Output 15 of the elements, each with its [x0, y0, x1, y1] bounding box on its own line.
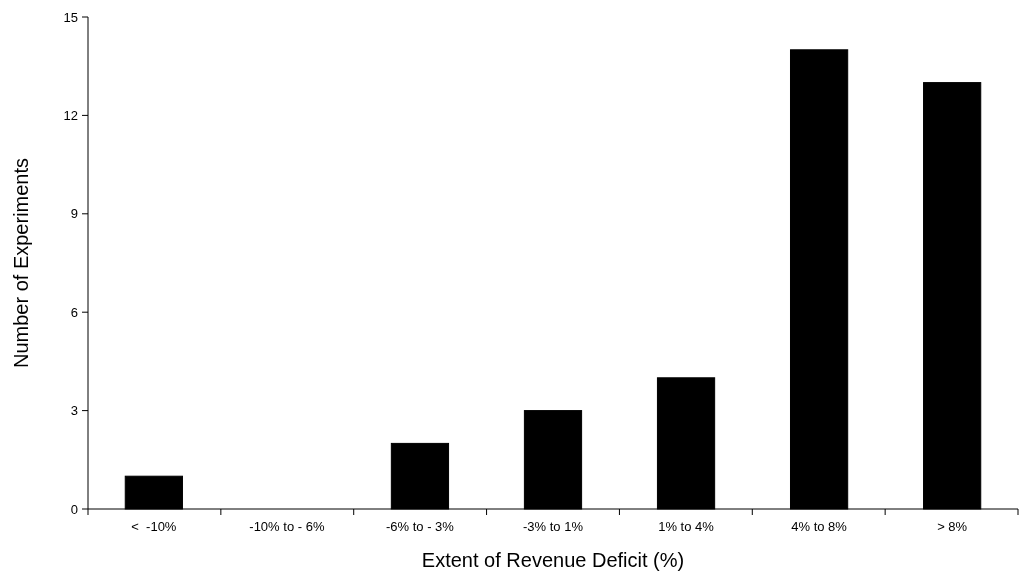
x-tick-label: < -10%	[131, 519, 177, 534]
x-axis-title: Extent of Revenue Deficit (%)	[421, 549, 685, 571]
y-axis-title: Number of Experiments	[10, 157, 32, 369]
y-tick-label: 9	[70, 206, 78, 222]
y-tick-label: 15	[63, 9, 78, 25]
y-tick-label: 6	[70, 304, 78, 320]
x-tick-label: > 8%	[937, 519, 968, 534]
y-tick-label: 3	[70, 403, 78, 419]
y-tick-label: 12	[63, 107, 78, 123]
x-tick-label: 1% to 4%	[658, 519, 715, 534]
x-tick-label: -3% to 1%	[523, 519, 584, 534]
y-tick-label: 0	[70, 501, 78, 517]
x-tick-label: -6% to - 3%	[385, 519, 455, 534]
x-tick-label: -10% to - 6%	[249, 519, 325, 534]
x-tick-label: 4% to 8%	[791, 519, 848, 534]
